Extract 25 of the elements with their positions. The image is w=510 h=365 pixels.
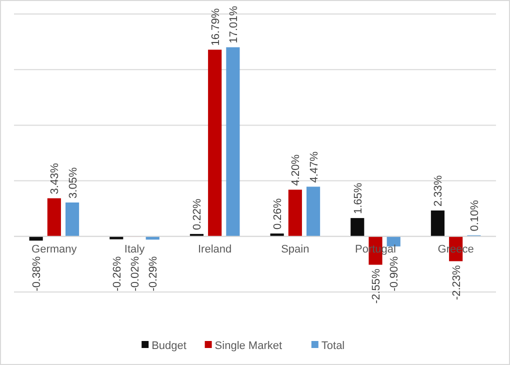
x-tick-label: Ireland	[198, 243, 232, 256]
data-label: -0.02%	[130, 256, 142, 292]
data-label: 1.65%	[352, 182, 364, 214]
legend-label: Budget	[152, 340, 186, 352]
data-label: -0.29%	[148, 256, 160, 292]
legend-label: Total	[321, 340, 345, 352]
data-label: 4.20%	[290, 154, 302, 186]
data-label: 0.10%	[468, 200, 481, 232]
data-label: 16.79%	[210, 8, 222, 46]
data-label: -0.90%	[388, 256, 401, 292]
data-label: -0.38%	[31, 256, 44, 292]
data-label: -2.55%	[370, 268, 382, 304]
x-tick-label: Italy	[124, 243, 146, 256]
legend-label: Single Market	[214, 340, 282, 352]
data-label: 3.43%	[49, 162, 62, 194]
data-label: 4.47%	[308, 151, 320, 183]
data-label: -0.26%	[111, 256, 124, 292]
data-label: 0.22%	[192, 198, 204, 230]
data-label: 17.01%	[228, 6, 240, 44]
data-label: 2.33%	[432, 175, 445, 206]
data-label: 3.05%	[67, 167, 80, 198]
data-label: -2.23%	[450, 264, 463, 300]
x-tick-label: Spain	[281, 243, 310, 256]
data-label: 0.26%	[272, 198, 284, 230]
x-tick-label: Germany	[32, 243, 78, 256]
